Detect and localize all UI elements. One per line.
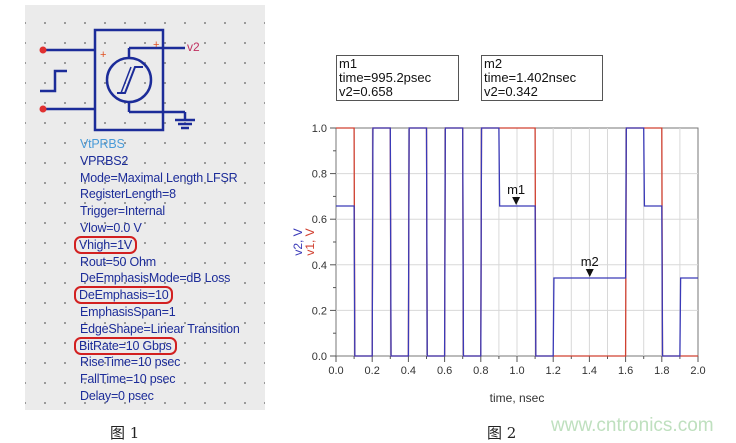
x-tick-label: 1.8 [654, 365, 669, 377]
marker-m1-triangle [512, 196, 521, 205]
svg-text:+: + [153, 39, 159, 51]
parameter-line: Trigger=Internal [80, 204, 165, 219]
parameter-line: FallTime=10 psec [80, 372, 176, 387]
marker-value: v2=0.342 [484, 84, 538, 99]
parameter-line: RiseTime=10 psec [80, 355, 181, 370]
parameter-line: Rout=50 Ohm [80, 254, 156, 269]
parameter-line: EmphasisSpan=1 [80, 304, 176, 319]
marker-time: time=1.402nsec [484, 70, 577, 85]
figure2-caption: 图 2 [487, 424, 517, 442]
x-axis-label: time, nsec [490, 391, 545, 405]
x-tick-label: 0.6 [437, 365, 452, 377]
y-tick-label: 0.0 [312, 351, 327, 363]
highlighted-parameter: DeEmphasis=10 [73, 286, 174, 305]
highlighted-parameter: Vhigh=1V [74, 235, 137, 254]
parameter-line: Vlow=0.0 V [80, 220, 142, 235]
x-tick-label: 1.6 [618, 365, 633, 377]
x-tick-label: 0.8 [473, 365, 488, 377]
schematic-panel: + + v2 VtPRBS VPRBS2 Mode=Maximal Length L… [25, 5, 265, 410]
pin-plus [39, 46, 47, 54]
figure1-caption: 图 1 [110, 424, 140, 442]
vprbs-source-symbol: + + v2 [39, 28, 200, 132]
y-tick-label: 0.2 [312, 305, 327, 317]
marker-time: time=995.2psec [339, 70, 432, 85]
y-tick-label: 1.0 [312, 123, 327, 135]
parameter-line: DeEmphasisMode=dB Loss [80, 271, 231, 286]
parameter-line: BitRate=10 Gbps [74, 336, 240, 355]
marker-readout-m2: m2 time=1.402nsec v2=0.342 [481, 55, 603, 101]
x-tick-label: 1.2 [546, 365, 561, 377]
parameter-line: VPRBS2 [80, 153, 129, 168]
x-tick-label: 1.4 [582, 365, 597, 377]
pin-minus [39, 105, 47, 113]
x-tick-label: 0.2 [365, 365, 380, 377]
source-body [93, 28, 165, 132]
x-tick-label: 0.0 [328, 365, 343, 377]
series-v2-line [336, 127, 698, 357]
y-axis-label: v1, V [303, 228, 317, 255]
marker-name: m1 [339, 56, 358, 71]
step-icon [40, 69, 67, 93]
x-tick-label: 2.0 [690, 365, 705, 377]
y-tick-label: 0.4 [312, 260, 327, 272]
marker-m2-triangle [585, 269, 594, 278]
parameter-line: VtPRBS [80, 137, 125, 151]
parameter-line: EdgeShape=Linear Transition [80, 321, 240, 336]
marker-name: m2 [484, 56, 503, 71]
x-tick-label: 0.4 [401, 365, 416, 377]
parameter-list: VtPRBS VPRBS2 Mode=Maximal Length LFSR Regi… [73, 136, 240, 405]
svg-text:+: + [100, 49, 106, 61]
parameter-line: Mode=Maximal Length LFSR [80, 170, 238, 185]
pin-label-v2: v2 [187, 40, 200, 54]
parameter-line: RegisterLength=8 [80, 187, 176, 202]
marker-m2-label: m2 [581, 254, 599, 269]
y-axis-label: v2, V [291, 228, 305, 255]
marker-readout-m1: m1 time=995.2psec v2=0.658 [336, 55, 459, 101]
parameter-line: Vhigh=1V [74, 235, 240, 254]
marker-value: v2=0.658 [339, 84, 393, 99]
parameter-line: DeEmphasis=10 [73, 286, 240, 305]
y-tick-label: 0.6 [312, 214, 327, 226]
y-tick-label: 0.8 [312, 169, 327, 181]
highlighted-parameter: BitRate=10 Gbps [74, 336, 177, 355]
marker-m1-label: m1 [507, 182, 525, 197]
parameter-line: Delay=0 psec [80, 388, 154, 403]
watermark: www.cntronics.com [551, 415, 714, 436]
x-tick-label: 1.0 [509, 365, 524, 377]
